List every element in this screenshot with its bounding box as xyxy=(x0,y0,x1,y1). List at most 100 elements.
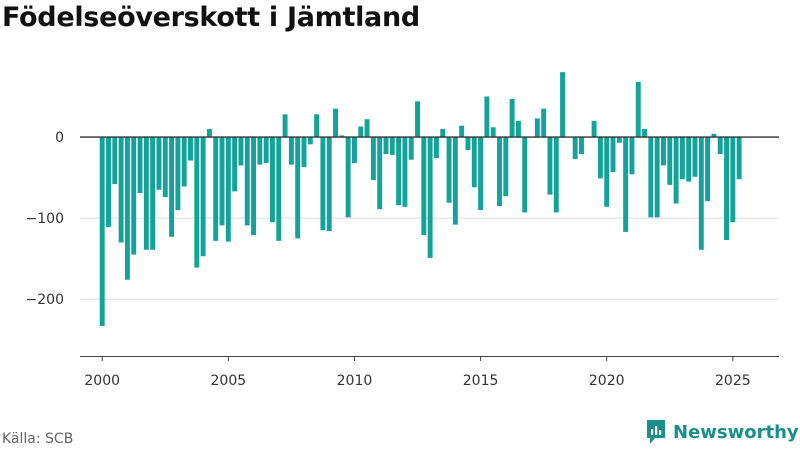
bar xyxy=(383,137,389,155)
bar xyxy=(194,137,200,268)
bar xyxy=(446,137,452,203)
bar xyxy=(244,137,250,226)
brand-logo[interactable]: Newsworthy xyxy=(645,418,799,446)
bar xyxy=(484,96,490,138)
bar xyxy=(333,108,338,138)
bar xyxy=(232,137,238,192)
x-tick-label: 2025 xyxy=(715,373,751,389)
bar xyxy=(717,137,723,155)
bar xyxy=(610,137,616,172)
bar xyxy=(175,137,181,211)
bar xyxy=(118,137,124,243)
bar xyxy=(730,137,736,223)
bar xyxy=(553,137,559,213)
bar xyxy=(465,137,471,151)
bar xyxy=(131,137,137,255)
bar xyxy=(288,137,294,165)
bar xyxy=(724,137,729,241)
bar xyxy=(358,126,364,138)
bar xyxy=(162,137,168,198)
bar xyxy=(597,137,603,179)
bar xyxy=(307,137,313,145)
bar xyxy=(415,101,420,138)
bar xyxy=(616,137,622,143)
bar xyxy=(124,137,130,280)
bar xyxy=(522,137,528,213)
bar xyxy=(169,137,175,237)
bar xyxy=(106,137,111,228)
bar xyxy=(667,137,673,185)
bar xyxy=(635,81,641,138)
bar xyxy=(686,137,692,182)
bar xyxy=(238,137,244,166)
x-tick-label: 2010 xyxy=(337,373,373,389)
bar xyxy=(200,137,206,257)
bar xyxy=(402,137,408,207)
bar xyxy=(251,137,257,236)
bar xyxy=(314,114,320,138)
bar xyxy=(471,137,477,188)
x-tick-label: 2020 xyxy=(589,373,625,389)
bar xyxy=(326,137,332,232)
bar xyxy=(433,137,439,159)
bar xyxy=(370,137,376,181)
bar xyxy=(112,137,118,185)
y-tick-label: −200 xyxy=(26,292,64,308)
bar xyxy=(295,137,301,239)
bar xyxy=(427,137,433,258)
bar xyxy=(137,137,143,193)
x-tick-label: 2005 xyxy=(211,373,247,389)
bar xyxy=(99,137,105,326)
bar xyxy=(408,137,414,160)
bar xyxy=(661,137,666,166)
x-tick-label: 2015 xyxy=(463,373,499,389)
bar xyxy=(421,137,427,236)
bar xyxy=(257,137,263,165)
brand-name: Newsworthy xyxy=(673,421,799,443)
bar xyxy=(452,137,458,225)
bar xyxy=(345,137,351,218)
bar xyxy=(679,137,685,180)
source-note: Källa: SCB xyxy=(2,431,74,447)
bar xyxy=(377,137,383,210)
bar xyxy=(364,119,370,138)
bar xyxy=(711,133,717,138)
bar xyxy=(560,72,566,138)
bar xyxy=(270,137,275,223)
x-tick-label: 2000 xyxy=(84,373,120,389)
bar xyxy=(591,120,597,138)
bar xyxy=(698,137,704,250)
y-tick-label: −100 xyxy=(26,211,64,227)
bar xyxy=(188,137,193,161)
bar xyxy=(263,137,269,163)
bar xyxy=(396,137,402,206)
bar xyxy=(320,137,326,231)
bar xyxy=(705,137,711,202)
bar xyxy=(150,137,156,250)
bar xyxy=(156,137,162,190)
bar xyxy=(503,137,509,197)
bar xyxy=(219,137,225,226)
bar xyxy=(547,137,553,195)
bar xyxy=(515,120,521,138)
bar xyxy=(579,137,584,155)
bar xyxy=(673,137,679,204)
bar xyxy=(623,137,629,232)
bar xyxy=(572,137,578,159)
bar xyxy=(648,137,654,218)
bar xyxy=(339,135,345,138)
bar xyxy=(541,108,547,138)
bar xyxy=(440,128,446,138)
bar xyxy=(459,125,465,138)
bar xyxy=(692,137,698,177)
y-tick-label: 0 xyxy=(55,130,64,146)
bar xyxy=(351,137,357,163)
bar xyxy=(478,137,484,211)
bar xyxy=(736,137,742,180)
axes: 0 −100 −200 2000 2005 2010 2015 2020 2025 xyxy=(26,130,779,389)
bar xyxy=(181,137,187,187)
bar xyxy=(629,137,635,175)
bar xyxy=(301,137,307,168)
bar xyxy=(225,137,231,242)
